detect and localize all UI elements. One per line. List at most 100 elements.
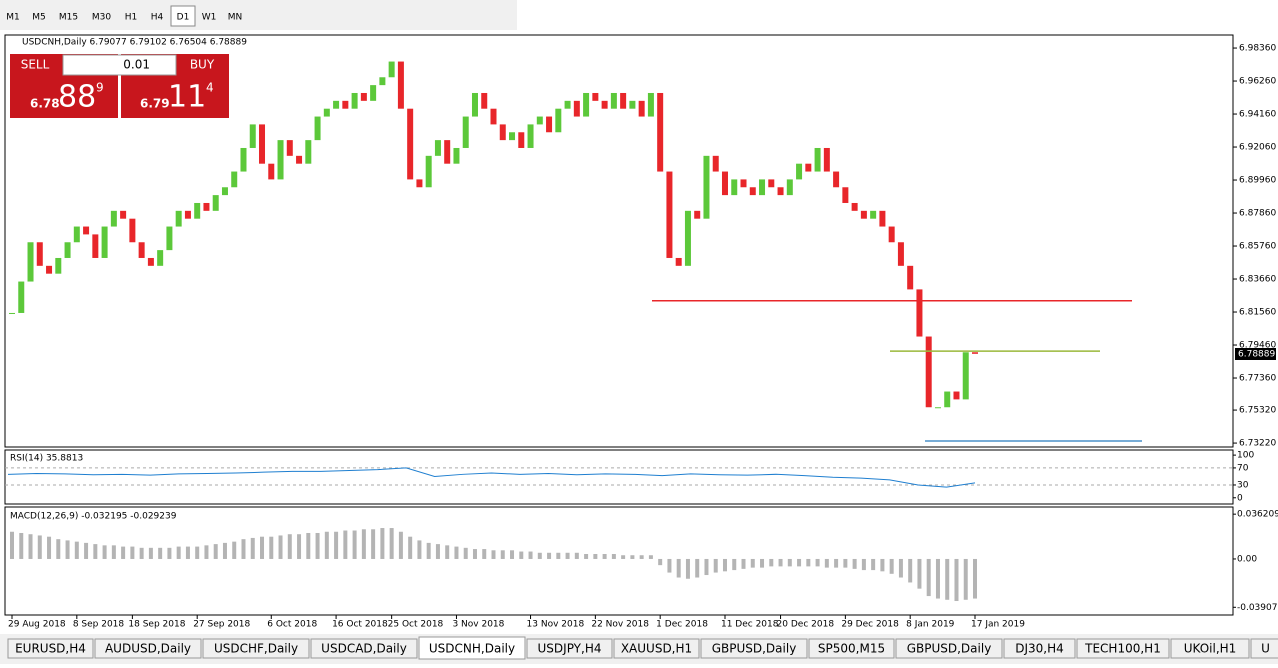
y-tick-label: 6.85760 xyxy=(1239,242,1276,252)
tab-label[interactable]: TECH100,H1 xyxy=(1084,642,1161,656)
tab-label[interactable]: UKOil,H1 xyxy=(1184,642,1237,656)
candle xyxy=(481,92,488,109)
tab[interactable] xyxy=(1003,638,1076,659)
macd-tick-label: 0.036209 xyxy=(1237,510,1278,520)
candle xyxy=(620,92,627,109)
candle xyxy=(388,61,395,78)
candle xyxy=(536,116,543,125)
tab-label[interactable]: DJ30,H4 xyxy=(1015,642,1064,656)
macd-bar xyxy=(945,558,950,600)
timeframe-button[interactable]: M5 xyxy=(32,13,46,23)
tab-label[interactable]: GBPUSD,Daily xyxy=(907,642,992,656)
macd-bar xyxy=(722,558,727,572)
macd-bar xyxy=(93,544,98,559)
y-tick-label: 6.87860 xyxy=(1239,209,1276,219)
tab[interactable] xyxy=(94,638,202,659)
macd-bar xyxy=(954,558,959,602)
y-tick-label: 6.77360 xyxy=(1239,374,1276,384)
candle xyxy=(786,179,793,196)
macd-bar xyxy=(176,546,181,559)
macd-bar xyxy=(898,558,903,578)
candle xyxy=(842,187,849,203)
macd-bar xyxy=(315,532,320,559)
sell-button[interactable]: SELL xyxy=(21,58,50,72)
timeframe-button[interactable]: D1 xyxy=(177,13,190,23)
macd-bar xyxy=(380,528,385,559)
candle xyxy=(684,210,691,266)
x-tick-label: 18 Sep 2018 xyxy=(128,620,185,630)
y-tick-label: 6.79460 xyxy=(1239,341,1276,351)
tab[interactable] xyxy=(700,638,808,659)
x-tick-label: 11 Dec 2018 xyxy=(721,620,779,630)
macd-bar xyxy=(713,558,718,573)
macd-bar xyxy=(973,558,977,599)
tab[interactable] xyxy=(1170,638,1250,659)
x-tick-label: 25 Oct 2018 xyxy=(388,620,444,630)
macd-bar xyxy=(510,550,515,559)
macd-bar xyxy=(852,558,857,569)
candle xyxy=(675,257,682,266)
buy-button[interactable]: BUY xyxy=(190,58,215,72)
macd-bar xyxy=(880,558,885,572)
tab-label[interactable]: USDCNH,Daily xyxy=(429,642,515,656)
candle xyxy=(203,202,210,211)
x-tick-label: 20 Dec 2018 xyxy=(777,620,835,630)
candle xyxy=(972,352,978,354)
rsi-header: RSI(14) 35.8813 xyxy=(10,454,83,464)
x-tick-label: 22 Nov 2018 xyxy=(591,620,649,630)
candle xyxy=(259,124,266,164)
macd-bar xyxy=(935,558,940,599)
macd-tick-label: -0.03907 xyxy=(1237,603,1277,613)
timeframe-button[interactable]: M30 xyxy=(92,13,111,23)
tab[interactable] xyxy=(418,636,526,660)
candle xyxy=(305,140,312,164)
macd-bar xyxy=(963,558,968,600)
tab[interactable] xyxy=(7,638,94,659)
macd-bar xyxy=(204,545,209,559)
candle xyxy=(64,242,71,258)
tab[interactable] xyxy=(895,638,1003,659)
tab-label[interactable]: GBPUSD,Daily xyxy=(712,642,797,656)
tab-label[interactable]: USDCHF,Daily xyxy=(214,642,298,656)
lot-box xyxy=(62,54,177,76)
candle xyxy=(610,92,617,109)
timeframe-button[interactable]: M15 xyxy=(59,13,78,23)
timeframe-button[interactable]: H4 xyxy=(151,13,164,23)
candle xyxy=(564,100,571,109)
tab-label[interactable]: EURUSD,H4 xyxy=(15,642,86,656)
candle xyxy=(555,108,562,133)
candle xyxy=(425,155,432,188)
macd-bar xyxy=(741,558,746,569)
macd-bar xyxy=(593,554,598,559)
tab[interactable] xyxy=(526,638,613,659)
candle xyxy=(870,210,877,219)
timeframe-button[interactable]: W1 xyxy=(202,13,217,23)
macd-bar xyxy=(185,546,190,559)
tab-label[interactable]: SP500,M15 xyxy=(818,642,885,656)
macd-bar xyxy=(537,552,542,559)
timeframe-button[interactable]: MN xyxy=(228,13,243,23)
candle xyxy=(323,108,330,117)
tab[interactable] xyxy=(1076,638,1170,659)
ask-big: 6.79 xyxy=(140,97,170,111)
macd-bar xyxy=(167,547,172,559)
macd-bar xyxy=(908,558,913,583)
lot-input[interactable]: 0.01 xyxy=(123,58,150,72)
candle xyxy=(527,124,534,148)
tab-label[interactable]: XAUUSD,H1 xyxy=(621,642,692,656)
ask-pips: 11 xyxy=(168,80,206,115)
candle xyxy=(175,210,182,227)
tab[interactable] xyxy=(808,638,895,659)
tab-label[interactable]: U xyxy=(1261,642,1270,656)
tab[interactable] xyxy=(310,638,418,659)
tab[interactable] xyxy=(202,638,310,659)
tab-label[interactable]: AUDUSD,Daily xyxy=(105,642,191,656)
tab[interactable] xyxy=(1250,638,1278,659)
tab-label[interactable]: USDCAD,Daily xyxy=(321,642,407,656)
y-tick-label: 6.94160 xyxy=(1239,110,1276,120)
timeframe-button[interactable]: M1 xyxy=(6,13,20,23)
tab[interactable] xyxy=(613,638,700,659)
timeframe-button[interactable]: H1 xyxy=(125,13,138,23)
tab-label[interactable]: USDJPY,H4 xyxy=(538,642,602,656)
